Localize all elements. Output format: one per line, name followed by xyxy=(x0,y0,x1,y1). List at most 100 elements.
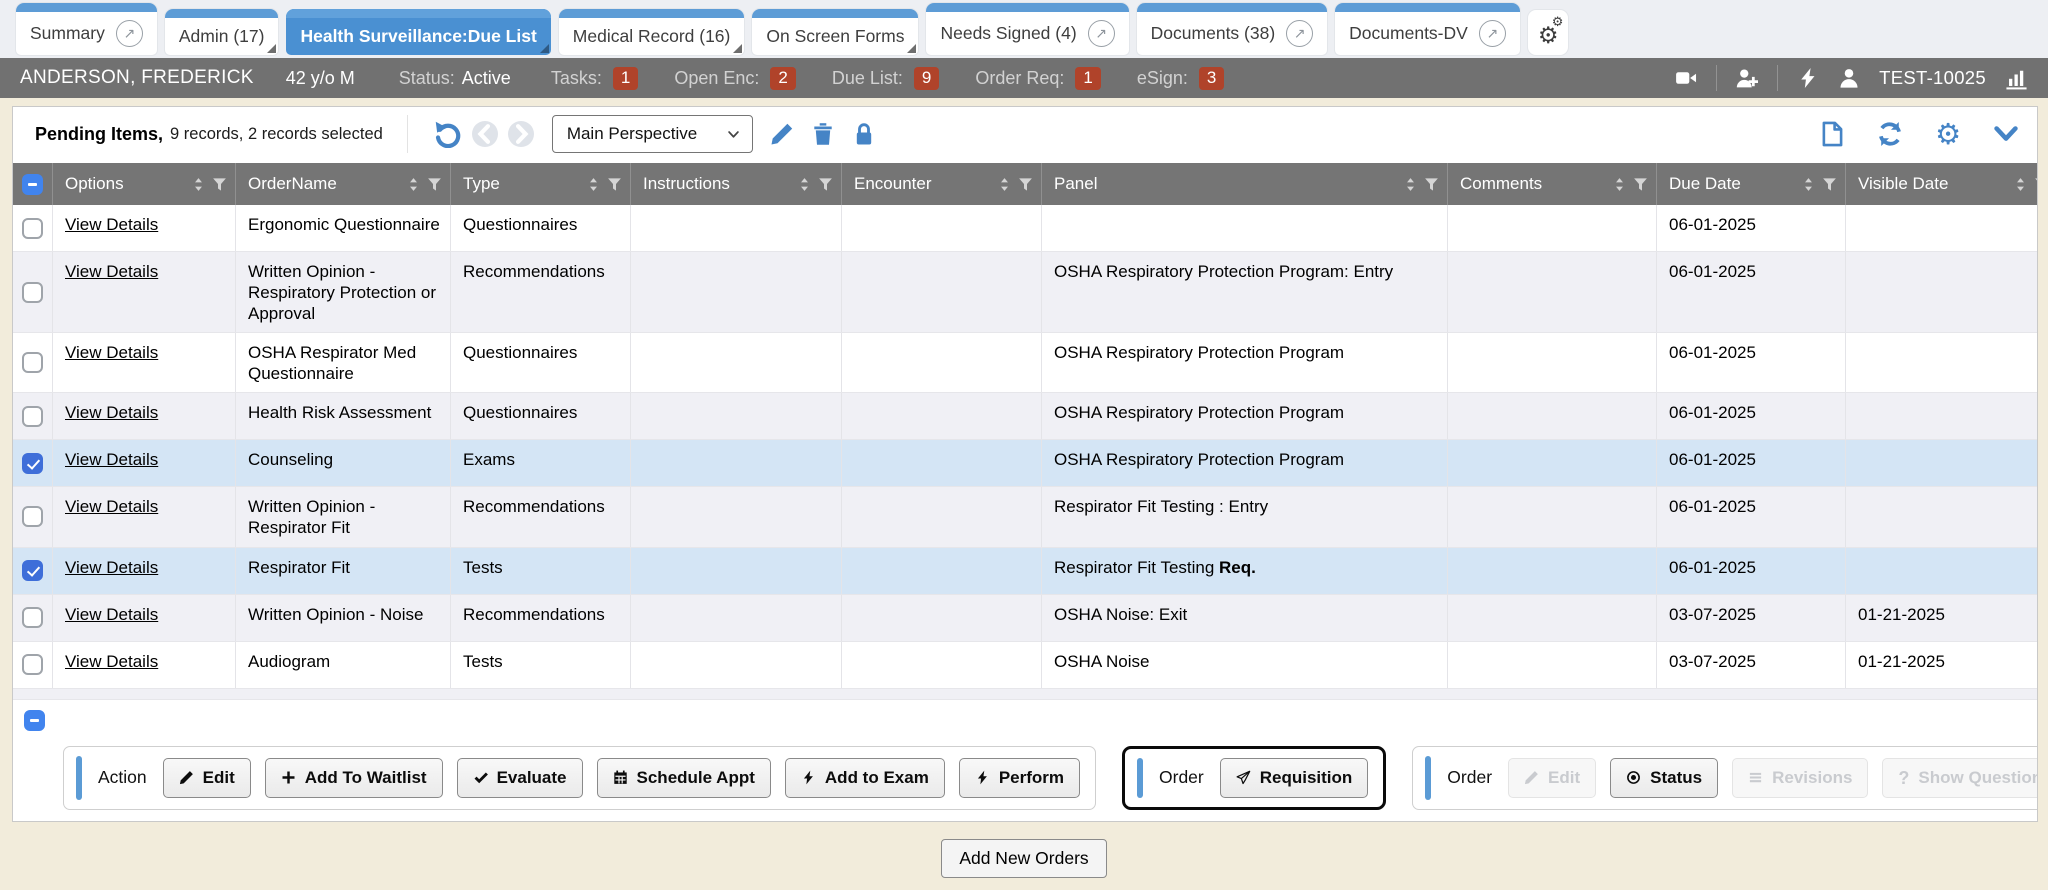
funnel-icon xyxy=(818,177,833,192)
pending-items-table: Options OrderName Type Instructions Encounte… xyxy=(13,163,2037,689)
table-row: View Details Health Risk Assessment Questi… xyxy=(13,393,2037,441)
evaluate-button[interactable]: Evaluate xyxy=(456,757,583,798)
tab-accent-strip xyxy=(1136,3,1328,12)
open-in-new-icon[interactable]: ↗ xyxy=(115,20,143,47)
refresh-icon[interactable] xyxy=(1877,121,1903,147)
tab-needs-signed-4[interactable]: Needs Signed (4) ↗ xyxy=(926,3,1129,55)
tab-documents-dv[interactable]: Documents-DV ↗ xyxy=(1335,3,1520,55)
counter-badge[interactable]: 2 xyxy=(770,66,796,90)
tab-admin-17[interactable]: Admin (17) xyxy=(164,9,279,55)
column-header-icons xyxy=(191,177,227,192)
add-new-orders-button[interactable]: Add New Orders xyxy=(941,839,1107,878)
tab-accent-strip xyxy=(558,9,745,18)
counter-badge[interactable]: 1 xyxy=(1075,66,1101,90)
open-in-new-icon[interactable]: ↗ xyxy=(1087,20,1115,47)
select-all-checkbox[interactable] xyxy=(22,173,43,195)
tab-summary[interactable]: Summary ↗ xyxy=(16,3,157,55)
add-to-waitlist-button[interactable]: Add To Waitlist xyxy=(264,757,443,798)
tab-corner-fold-icon xyxy=(733,44,743,53)
column-label: Panel xyxy=(1054,174,1098,193)
column-label: Comments xyxy=(1460,174,1543,193)
row-select-checkbox[interactable] xyxy=(22,281,43,303)
column-header-instructions[interactable]: Instructions xyxy=(631,163,842,205)
tab-health-surveillance-due-list[interactable]: Health Surveillance:Due List xyxy=(286,9,551,55)
tab-label: Summary xyxy=(30,23,105,43)
comments-cell xyxy=(1448,252,1657,333)
person-icon[interactable] xyxy=(1838,67,1860,89)
panel-cell: OSHA Respiratory Protection Program xyxy=(1042,440,1448,487)
tab-on-screen-forms[interactable]: On Screen Forms xyxy=(752,9,919,55)
add-to-exam-button[interactable]: Add to Exam xyxy=(784,757,945,798)
row-select-checkbox[interactable] xyxy=(22,607,43,629)
order-name-cell: Counseling xyxy=(236,440,451,487)
counter-badge[interactable]: 1 xyxy=(612,66,639,90)
next-page-icon[interactable] xyxy=(507,121,534,147)
show-question-button[interactable]: ? Show Question xyxy=(1882,757,2037,798)
row-select-checkbox[interactable] xyxy=(22,560,43,582)
schedule-appt-button[interactable]: Schedule Appt xyxy=(596,757,771,798)
column-header-encounter[interactable]: Encounter xyxy=(842,163,1042,205)
counter-badge[interactable]: 9 xyxy=(913,66,940,90)
perspective-select[interactable]: Main Perspective xyxy=(551,115,754,153)
view-details-link[interactable]: View Details xyxy=(65,262,159,281)
view-details-link[interactable]: View Details xyxy=(65,403,159,423)
gear-icon[interactable]: ⚙ xyxy=(1935,116,1961,151)
column-header-comments[interactable]: Comments xyxy=(1448,163,1657,205)
row-select-checkbox[interactable] xyxy=(22,654,43,676)
perform-button[interactable]: Perform xyxy=(958,757,1080,798)
view-details-link[interactable]: View Details xyxy=(65,604,159,624)
lock-icon[interactable] xyxy=(852,122,876,146)
undo-icon[interactable] xyxy=(434,120,462,148)
new-document-icon[interactable] xyxy=(1819,121,1845,147)
pencil-icon xyxy=(1524,770,1539,785)
instructions-cell xyxy=(631,205,842,251)
row-select-checkbox[interactable] xyxy=(22,405,43,427)
tab-documents-38[interactable]: Documents (38) ↗ xyxy=(1136,3,1328,55)
bolt-icon[interactable] xyxy=(1797,67,1819,89)
column-header-due-date[interactable]: Due Date xyxy=(1657,163,1846,205)
funnel-icon xyxy=(427,177,442,192)
video-camera-icon[interactable] xyxy=(1675,67,1697,89)
sort-icon xyxy=(1403,177,1418,192)
requisition-button[interactable]: Requisition xyxy=(1219,757,1369,798)
order-type-cell: Exams xyxy=(451,440,631,487)
view-details-link[interactable]: View Details xyxy=(65,450,159,470)
open-in-new-icon[interactable]: ↗ xyxy=(1286,20,1314,47)
view-details-link[interactable]: View Details xyxy=(65,215,159,234)
encounter-cell xyxy=(842,641,1042,688)
open-in-new-icon[interactable]: ↗ xyxy=(1478,20,1506,47)
tab-medical-record-16[interactable]: Medical Record (16) xyxy=(558,9,745,55)
column-header-visible-date[interactable]: Visible Date xyxy=(1846,163,2037,205)
row-select-checkbox[interactable] xyxy=(22,452,43,474)
column-header-type[interactable]: Type xyxy=(451,163,631,205)
column-header-ordername[interactable]: OrderName xyxy=(236,163,451,205)
tab-settings-button[interactable]: ⚙ ⚙ xyxy=(1527,10,1569,55)
bar-chart-icon[interactable] xyxy=(2005,67,2028,90)
row-select-checkbox[interactable] xyxy=(22,352,43,374)
prev-page-icon[interactable] xyxy=(471,121,498,147)
chevron-down-icon[interactable] xyxy=(1993,121,2019,147)
panel-cell: OSHA Respiratory Protection Program: Ent… xyxy=(1042,252,1448,333)
person-add-icon[interactable] xyxy=(1736,67,1759,89)
view-details-link[interactable]: View Details xyxy=(65,651,159,671)
view-details-link[interactable]: View Details xyxy=(65,343,159,363)
panel-cell: OSHA Noise: Exit xyxy=(1042,594,1448,641)
counter-label: Open Enc: xyxy=(674,67,760,88)
order-name-cell: Audiogram xyxy=(236,641,451,688)
tab-accent-strip xyxy=(926,3,1129,12)
view-details-link[interactable]: View Details xyxy=(65,497,159,517)
column-header-panel[interactable]: Panel xyxy=(1042,163,1448,205)
revisions-button[interactable]: Revisions xyxy=(1732,757,1869,798)
row-select-checkbox[interactable] xyxy=(22,506,43,528)
edit-button[interactable]: Edit xyxy=(162,757,251,798)
row-select-checkbox[interactable] xyxy=(22,217,43,239)
options-cell: View Details xyxy=(53,205,236,251)
view-details-link[interactable]: View Details xyxy=(65,557,159,577)
pencil-icon[interactable] xyxy=(770,122,794,146)
status-button[interactable]: Status xyxy=(1610,757,1719,798)
select-all-checkbox-footer[interactable] xyxy=(24,709,45,731)
edit-button[interactable]: Edit xyxy=(1508,757,1597,798)
counter-badge[interactable]: 3 xyxy=(1198,66,1225,90)
trash-icon[interactable] xyxy=(811,122,835,146)
column-header-options[interactable]: Options xyxy=(53,163,236,205)
